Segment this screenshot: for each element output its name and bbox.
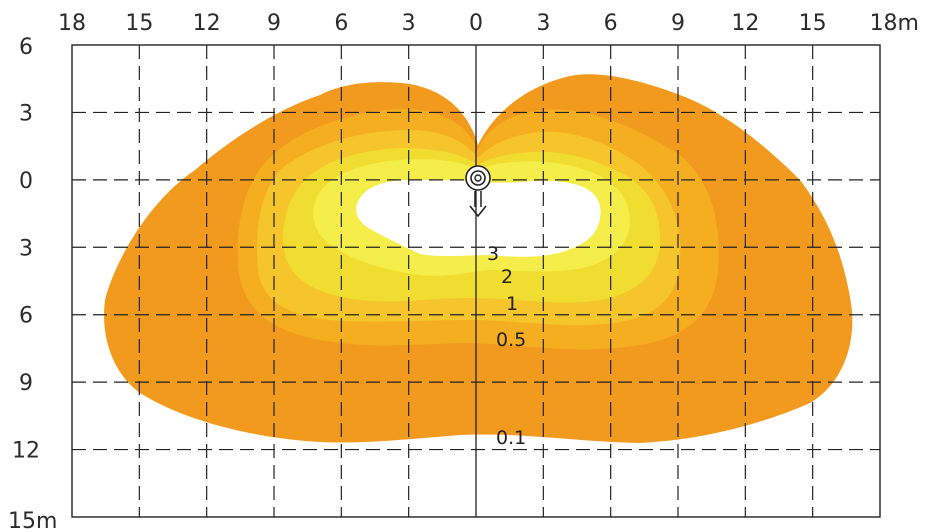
y-tick-label: 15m [8,509,57,532]
y-tick-label: 6 [19,304,33,329]
contour-label-0.1: 0.1 [496,427,526,449]
x-tick-label: 9 [267,11,281,36]
x-tick-label: 15 [125,11,153,36]
x-tick-label: 3 [536,11,550,36]
x-tick-label: 6 [334,11,348,36]
contour-regions [104,74,853,444]
x-tick-label: 6 [604,11,618,36]
luminaire-inner-ring [470,170,486,186]
x-tick-label: 18 [58,11,86,36]
contour-label-3: 3 [487,243,499,265]
y-tick-label: 12 [12,439,40,464]
x-tick-label: 12 [731,11,759,36]
x-tick-label: 12 [193,11,221,36]
y-tick-label: 3 [19,236,33,261]
x-tick-label: 15 [799,11,827,36]
x-tick-label: 18m [870,11,919,36]
x-axis-ticks: 18 15 12 9 6 3 0 3 6 9 12 15 18m [58,11,919,36]
y-tick-label: 0 [19,169,33,194]
contour-label-0.5: 0.5 [496,329,526,351]
x-tick-label: 0 [469,11,483,36]
y-tick-label: 6 [19,35,33,60]
luminaire-center [474,174,482,182]
down-arrow-icon [469,191,487,218]
y-tick-label: 9 [19,371,33,396]
contour-label-1: 1 [506,293,518,315]
contour-inner-void [356,180,601,257]
x-tick-label: 3 [402,11,416,36]
y-tick-label: 3 [19,101,33,126]
luminaire-symbol [465,165,491,218]
luminaire-outer-ring [465,165,491,191]
contour-labels: 3 2 1 0.5 0.1 [487,243,526,449]
grid [71,44,881,518]
contour-label-2: 2 [501,266,513,288]
y-axis-ticks: 6 3 0 3 6 9 12 15m [8,35,57,532]
x-tick-label: 9 [671,11,685,36]
